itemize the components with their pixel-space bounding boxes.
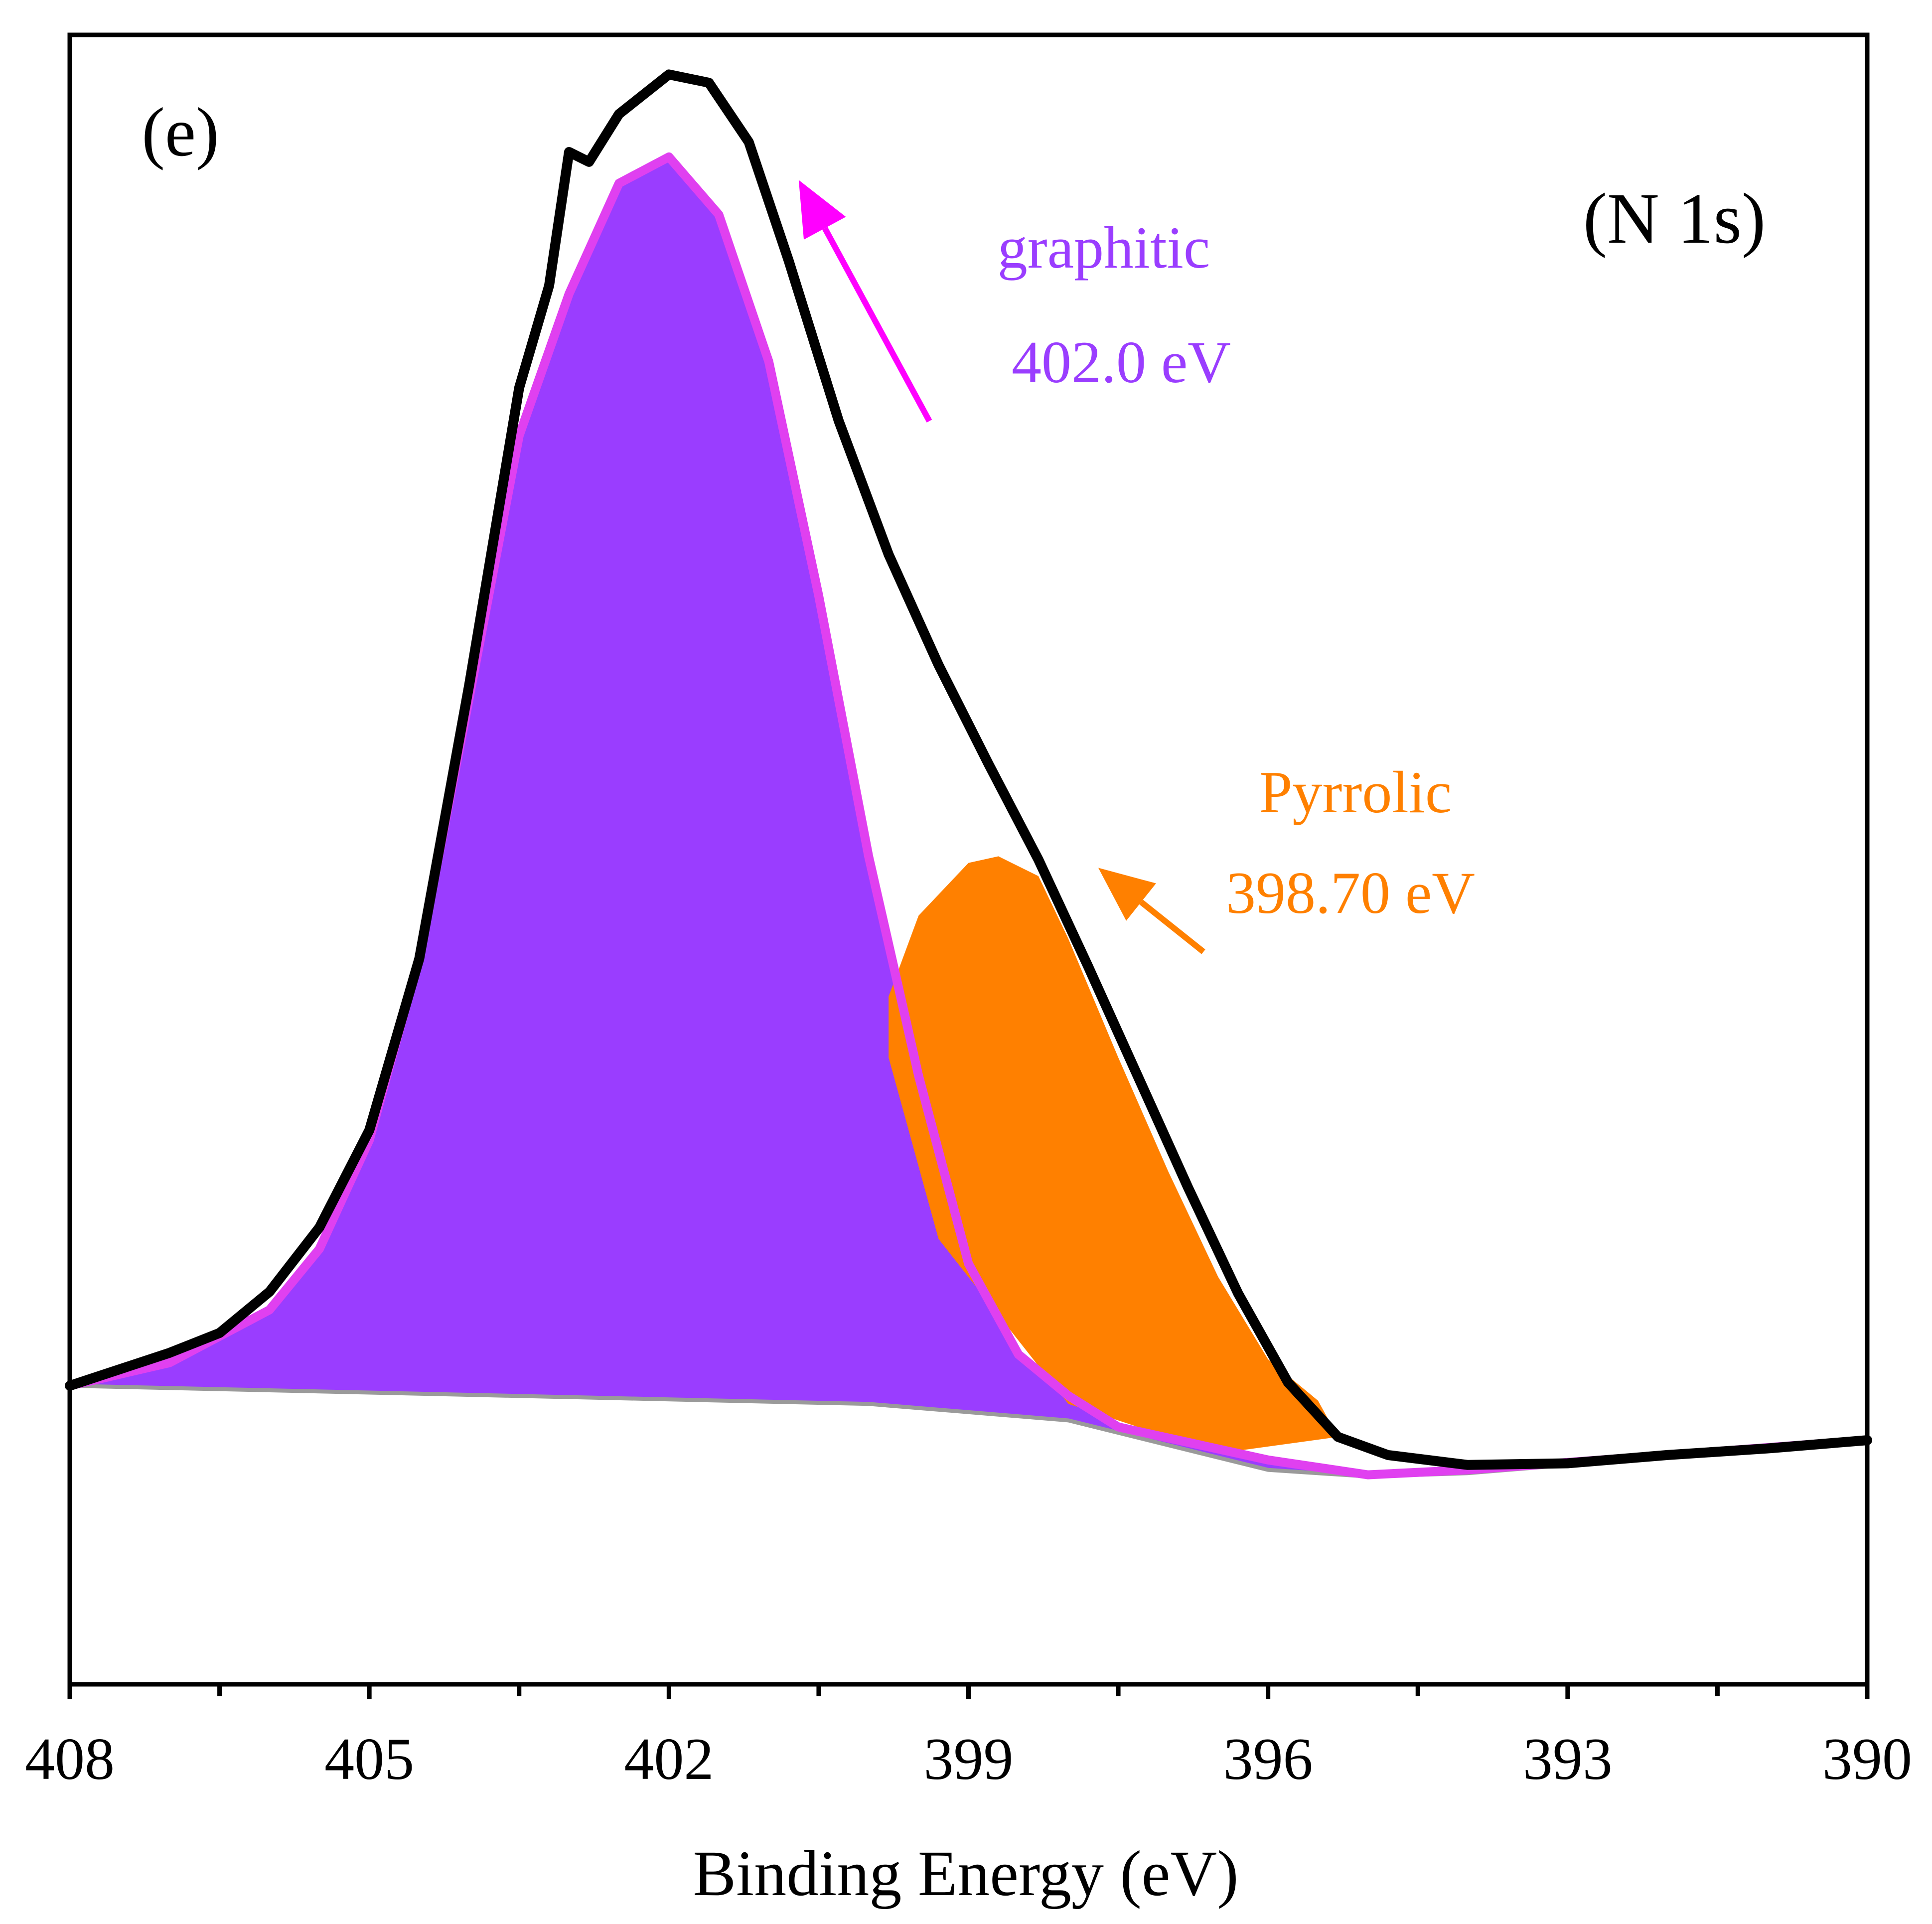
envelope-line	[65, 69, 1872, 1470]
x-tick-label: 408	[25, 1726, 115, 1792]
chart-title: (N 1s)	[1583, 179, 1766, 259]
pyrrolic-label: Pyrrolic	[1259, 759, 1452, 825]
x-tick-label: 399	[924, 1726, 1014, 1792]
x-tick-label: 396	[1223, 1726, 1313, 1792]
pyrrolic-arrow-shaft	[1139, 899, 1205, 954]
x-tick-label: 402	[624, 1726, 714, 1792]
panel-label: (e)	[142, 94, 219, 171]
plot-marks	[65, 69, 1872, 1480]
graphitic-label: graphitic	[998, 214, 1210, 281]
graphitic-arrow-shaft	[822, 227, 932, 423]
x-tick-label: 393	[1523, 1726, 1613, 1792]
pyrrolic-peak-label: 398.70 eV	[1226, 860, 1475, 926]
x-axis-ticks: 408 405 402 399 396 393 390	[25, 1684, 1912, 1792]
graphitic-arrow	[798, 180, 932, 423]
pyrrolic-arrow-head	[1098, 868, 1156, 921]
x-tick-label: 390	[1822, 1726, 1912, 1792]
pyrrolic-peak-area	[889, 856, 1338, 1454]
graphitic-peak-label: 402.0 eV	[1012, 329, 1231, 395]
x-tick-label: 405	[324, 1726, 414, 1792]
graphitic-arrow-head	[798, 180, 846, 240]
x-axis-label: Binding Energy (eV)	[693, 1838, 1238, 1910]
pyrrolic-arrow	[1098, 868, 1205, 954]
graphitic-peak-area	[70, 156, 1867, 1477]
